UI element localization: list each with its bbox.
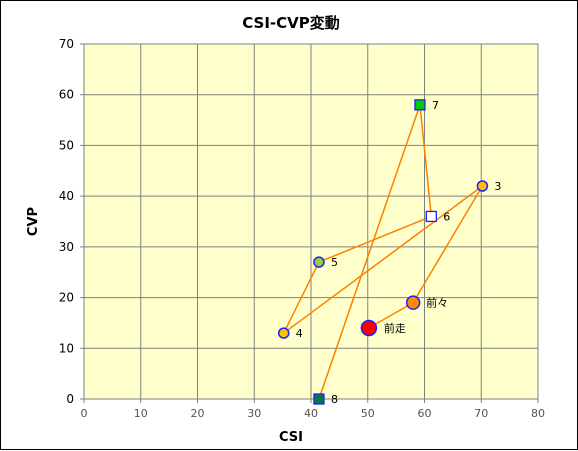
data-point: [313, 393, 325, 405]
point-labels: 前走 前々 3 4 5 6 7 8: [296, 99, 502, 406]
x-tick-label: 60: [418, 407, 432, 420]
point-label: 5: [331, 256, 338, 269]
connection-segment: [419, 104, 433, 217]
y-tick-label: 30: [59, 240, 74, 254]
data-point: [414, 99, 426, 111]
data-point: [405, 295, 421, 310]
y-tick-label: 70: [59, 37, 74, 51]
x-tick-label: 40: [304, 407, 318, 420]
data-point: [360, 319, 378, 337]
y-tick-label: 50: [59, 138, 74, 152]
y-tick-label: 10: [59, 341, 74, 355]
x-tick-label: 0: [81, 407, 88, 420]
data-point: [476, 180, 489, 192]
data-point: [278, 327, 290, 339]
x-tick-label: 70: [474, 407, 488, 420]
x-axis-label: CSI: [279, 430, 303, 445]
y-tick-label: 0: [66, 392, 74, 406]
x-tick-label: 80: [531, 407, 545, 420]
data-point: [313, 256, 325, 268]
connection-segment: [318, 215, 432, 263]
connection-segment: [283, 185, 483, 334]
y-axis-label: CVP: [26, 207, 41, 236]
point-label: 前々: [426, 296, 448, 310]
point-label: 4: [296, 327, 303, 340]
data-point: [425, 210, 437, 223]
connection-segment: [412, 185, 484, 304]
x-tick-label: 30: [247, 407, 261, 420]
point-label: 3: [494, 180, 501, 193]
y-tick-label: 20: [59, 291, 74, 305]
connection-segment: [368, 301, 414, 329]
x-tick-label: 20: [191, 407, 205, 420]
chart-title: CSI-CVP変動: [242, 14, 340, 32]
point-label: 7: [432, 99, 439, 112]
data-points: [278, 99, 489, 405]
connection-segment: [283, 261, 320, 334]
point-label: 8: [331, 393, 338, 406]
x-tick-label: 10: [134, 407, 148, 420]
y-tick-label: 60: [59, 88, 74, 102]
connection-segment: [318, 104, 421, 400]
axis-ticks: 0 10 20 30 40 50 60 70 80 0 10 20 30 40 50 60 70: [59, 37, 545, 420]
connection-lines: [283, 104, 484, 400]
x-tick-label: 50: [361, 407, 375, 420]
y-tick-label: 40: [59, 189, 74, 203]
point-label: 6: [443, 210, 450, 223]
point-label: 前走: [384, 321, 406, 335]
